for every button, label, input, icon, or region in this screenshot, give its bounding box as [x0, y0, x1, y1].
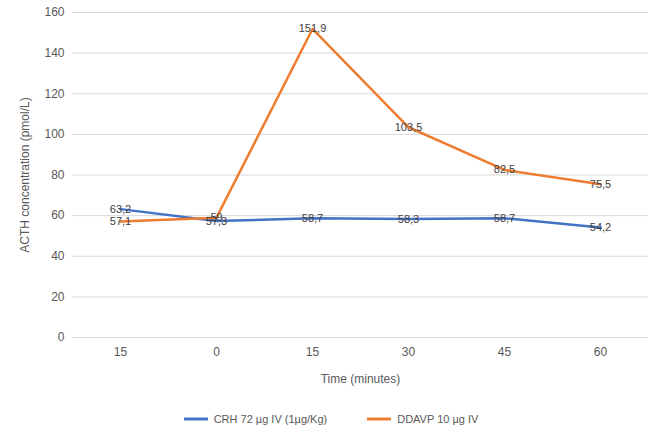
svg-text:151,9: 151,9 — [299, 22, 327, 34]
svg-text:15: 15 — [306, 345, 320, 359]
svg-text:58,3: 58,3 — [398, 213, 419, 225]
svg-text:40: 40 — [51, 249, 65, 263]
svg-text:0: 0 — [213, 345, 220, 359]
svg-text:160: 160 — [44, 5, 64, 19]
html-text:CRH 72 µg IV (1µg/Kg): CRH 72 µg IV (1µg/Kg) — [213, 413, 328, 425]
svg-text:80: 80 — [51, 168, 65, 182]
svg-text:140: 140 — [44, 46, 64, 60]
svg-text:45: 45 — [498, 345, 512, 359]
svg-text:58,7: 58,7 — [494, 212, 515, 224]
svg-text:120: 120 — [44, 87, 64, 101]
svg-text:57,1: 57,1 — [110, 215, 131, 227]
svg-text:54,2: 54,2 — [590, 221, 611, 233]
svg-text:100: 100 — [44, 127, 64, 141]
svg-text:57,3: 57,3 — [205, 214, 228, 227]
svg-text:82,5: 82,5 — [494, 163, 515, 175]
html-text:DDAVP 10 µg IV: DDAVP 10 µg IV — [397, 413, 479, 425]
svg-text:ACTH concentration (pmol/L): ACTH concentration (pmol/L) — [18, 97, 32, 252]
svg-text:30: 30 — [402, 345, 416, 359]
svg-text:103,5: 103,5 — [395, 121, 423, 133]
svg-text:Time (minutes): Time (minutes) — [321, 372, 401, 386]
svg-text:20: 20 — [51, 290, 65, 304]
svg-text:63,2: 63,2 — [110, 203, 131, 215]
svg-text:75,5: 75,5 — [590, 178, 611, 190]
svg-text:15: 15 — [114, 345, 128, 359]
svg-text:60: 60 — [51, 208, 65, 222]
svg-text:58,7: 58,7 — [302, 212, 323, 224]
svg-text:59: 59 — [210, 211, 222, 223]
svg-text:0: 0 — [58, 330, 65, 344]
svg-text:60: 60 — [594, 345, 608, 359]
